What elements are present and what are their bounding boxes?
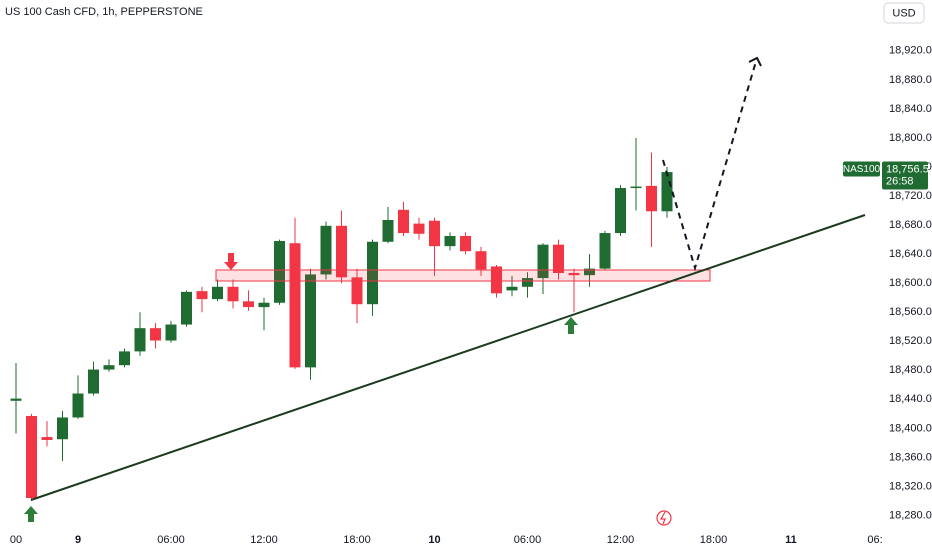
candle-body [243, 301, 254, 308]
projection-arrowhead [748, 56, 762, 67]
y-tick-label: 18,320.0 [889, 480, 932, 492]
candle-body [119, 351, 130, 366]
candle-body [444, 235, 456, 247]
title-bg [0, 0, 460, 24]
candle-body [320, 225, 332, 275]
candle-body [57, 417, 68, 440]
candle-body [584, 268, 595, 276]
symbol-label: NAS100 [843, 164, 881, 175]
candle-body [72, 393, 84, 418]
candle-body [305, 274, 316, 368]
candle-body [26, 416, 37, 499]
candle-body [460, 235, 471, 252]
y-tick-label: 18,880.0 [889, 74, 932, 86]
candle-body [661, 172, 673, 212]
candle-body [615, 188, 626, 234]
countdown-label: 26:58 [886, 175, 914, 187]
y-tick-label: 18,480.0 [889, 364, 932, 376]
candle-body [41, 437, 53, 440]
x-tick-label: 18:00 [700, 534, 728, 546]
y-tick-label: 18,280.0 [889, 509, 932, 521]
up-arrow [564, 317, 578, 334]
support-zone [215, 269, 711, 282]
candle-body [491, 266, 502, 294]
x-tick-label: 9 [75, 534, 81, 546]
candle-body [134, 328, 146, 352]
candle-body [537, 244, 549, 279]
candle-body [522, 278, 533, 287]
candle-body [289, 243, 301, 368]
x-tick-label: 06:00 [157, 534, 185, 546]
candle-body [382, 219, 394, 242]
y-tick-label: 18,800.0 [889, 132, 932, 144]
y-tick-label: 18,440.0 [889, 393, 932, 405]
chart-title: US 100 Cash CFD, 1h, PEPPERSTONE [5, 6, 203, 18]
x-tick-label: 06: [867, 534, 882, 546]
candle-body [429, 220, 440, 247]
currency-button[interactable] [883, 2, 925, 24]
candle-body [103, 365, 115, 370]
candle-body [227, 286, 239, 302]
down-arrow [224, 253, 238, 270]
y-tick-label: 18,840.0 [889, 103, 932, 115]
candle-body [336, 225, 347, 278]
candle-body [212, 286, 223, 300]
candle-body [367, 241, 378, 305]
candle-body [150, 328, 161, 341]
y-tick-label: 18,680.0 [889, 219, 932, 231]
x-tick-label: 10 [428, 534, 440, 546]
candle-body [274, 241, 285, 303]
candle-body [196, 291, 208, 300]
price-label: 18,756.5 [886, 163, 929, 175]
symbol-box [843, 161, 880, 177]
candle-body [181, 291, 192, 325]
y-tick-label: 18,560.0 [889, 306, 932, 318]
candle-body [398, 209, 409, 234]
y-tick-label: 18,360.0 [889, 451, 932, 463]
trend-line [30, 214, 866, 501]
candle-body [506, 286, 518, 291]
x-tick-label: 12:00 [250, 534, 278, 546]
candle-body [475, 251, 487, 270]
candle-body [568, 272, 580, 276]
x-tick-label: 18:00 [343, 534, 371, 546]
candle-body [553, 244, 564, 273]
y-tick-label: 18,920.0 [889, 45, 932, 57]
candle-body [413, 223, 425, 234]
price-box [882, 161, 928, 190]
candle-body [10, 398, 22, 401]
candle-body [165, 324, 177, 341]
candle-body [646, 185, 657, 212]
projection-path [662, 57, 758, 272]
x-tick-label: 11 [785, 534, 797, 546]
y-tick-label: 18,600.0 [889, 277, 932, 289]
candle-body [88, 369, 99, 394]
currency-label[interactable]: USD [892, 7, 915, 19]
y-tick-label: 18,520.0 [889, 335, 932, 347]
y-tick-label: 18,640.0 [889, 248, 932, 260]
y-tick-label: 18,720.0 [889, 190, 932, 202]
candle-body [599, 233, 611, 269]
candles [10, 137, 673, 501]
candle-body [351, 277, 363, 305]
replay-icon[interactable] [656, 510, 672, 526]
candle-body [630, 186, 642, 189]
candle-body [258, 302, 270, 308]
x-tick-label: 00 [10, 534, 22, 546]
y-tick-label: 18,400.0 [889, 422, 932, 434]
x-tick-label: 06:00 [514, 534, 542, 546]
x-tick-label: 12:00 [607, 534, 635, 546]
up-arrow [24, 506, 38, 522]
